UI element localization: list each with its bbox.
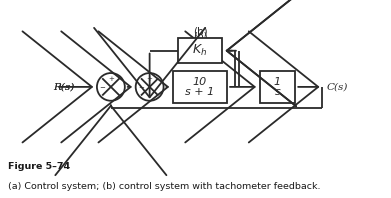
FancyBboxPatch shape xyxy=(173,71,227,103)
Text: Figure 5–74: Figure 5–74 xyxy=(8,162,70,171)
Text: $K_h$: $K_h$ xyxy=(192,43,208,58)
Text: −: − xyxy=(100,85,106,91)
Text: (b): (b) xyxy=(193,31,207,41)
Text: 1: 1 xyxy=(274,77,281,87)
Text: (b): (b) xyxy=(193,27,207,36)
FancyBboxPatch shape xyxy=(260,71,295,103)
FancyBboxPatch shape xyxy=(178,38,222,63)
Text: +: + xyxy=(147,76,152,82)
Text: R(s): R(s) xyxy=(54,82,75,91)
Text: (a) Control system; (b) control system with tachometer feedback.: (a) Control system; (b) control system w… xyxy=(8,182,320,191)
Text: R(s): R(s) xyxy=(54,82,75,91)
Text: s: s xyxy=(274,87,280,97)
Text: 10: 10 xyxy=(193,77,207,87)
Text: s + 1: s + 1 xyxy=(185,87,215,97)
Text: +: + xyxy=(108,76,114,82)
Text: C(s): C(s) xyxy=(326,82,348,91)
Text: −: − xyxy=(138,85,144,91)
